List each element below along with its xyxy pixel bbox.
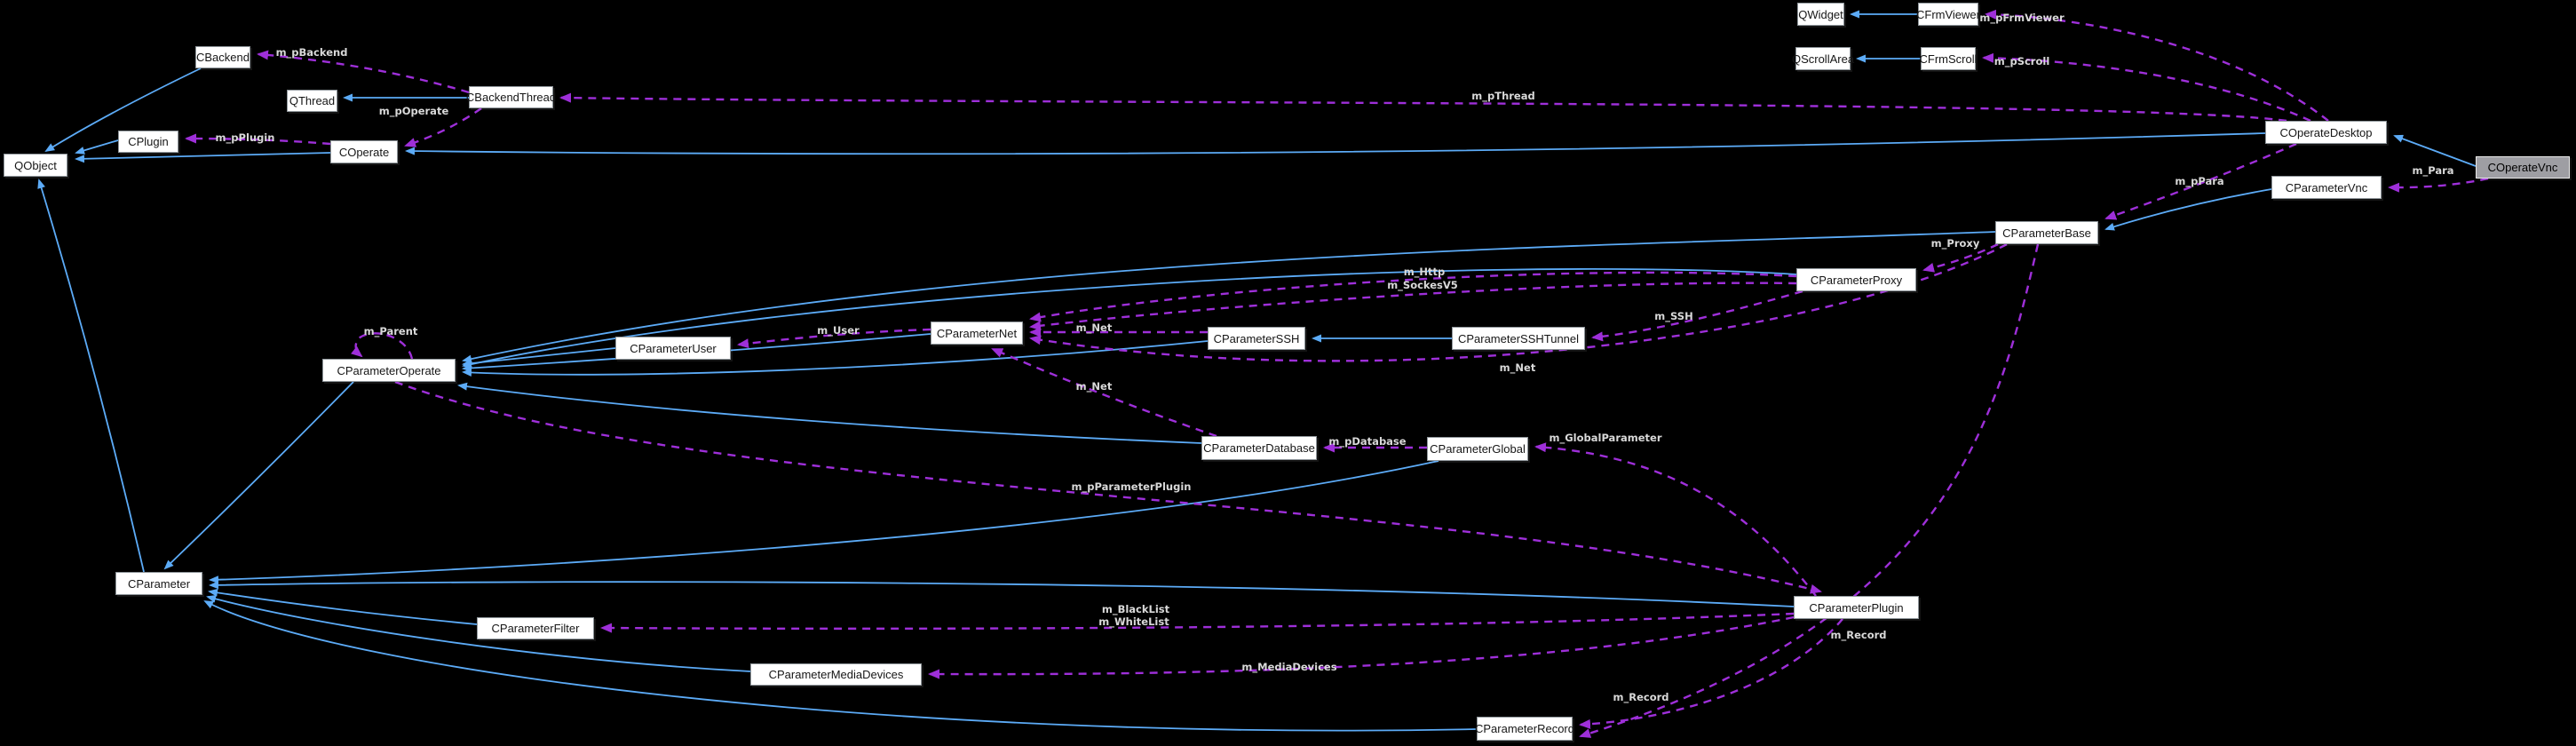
class-node-CParameterSSH[interactable]: CParameterSSH	[1208, 327, 1305, 350]
edge-COperateDesktop-to-CFrmScroll-m_pScroll	[1982, 52, 2311, 123]
edge-CBackend-to-QObject	[44, 67, 202, 153]
edge-CParameterDatabase-to-CParameterNet-m_Net	[991, 347, 1217, 438]
edge-label-m_BlackList: m_BlackList	[1101, 603, 1170, 615]
edge-CParameterGlobal-to-CParameter	[209, 460, 1439, 584]
class-node-COperate[interactable]: COperate	[330, 140, 398, 163]
edge-CParameterRecord-to-CParameter	[203, 600, 1478, 732]
class-node-QObject[interactable]: QObject	[4, 154, 67, 177]
edge-CBackendThread-to-CBackend-m_pBackend	[257, 50, 470, 94]
edge-label-m_pThread: m_pThread	[1471, 90, 1535, 102]
class-node-CBackend[interactable]: CBackend	[195, 46, 250, 68]
edge-label-m_pScroll: m_pScroll	[1993, 55, 2050, 67]
edge-COperateDesktop-to-CBackendThread-m_pThread	[559, 92, 2287, 123]
edge-CParameterPlugin-to-CParameterFilter-m_BlackList / m_WhiteList	[600, 612, 1795, 633]
edge-label-m_User: m_User	[817, 324, 860, 337]
edge-label-m_pPlugin: m_pPlugin	[215, 131, 275, 144]
class-node-CParameterOperate[interactable]: CParameterOperate	[322, 359, 456, 382]
edge-COperate-to-CPlugin-m_pPlugin	[185, 133, 331, 146]
edge-CParameterVnc-to-CParameterBase	[2104, 188, 2272, 231]
edge-label-m_SockesV5: m_SockesV5	[1387, 279, 1458, 291]
class-node-QScrollArea[interactable]: QScrollArea	[1792, 47, 1854, 70]
class-node-CParameterProxy[interactable]: CParameterProxy	[1796, 268, 1916, 291]
edge-COperateVnc-to-CParameterVnc-m_Para	[2388, 177, 2489, 193]
edge-COperate-to-QObject	[75, 152, 331, 163]
edge-label-m_Net: m_Net	[1499, 361, 1536, 374]
edge-CParameterPlugin-to-CParameterMediaDevices-m_MediaDevices	[928, 615, 1795, 679]
edge-CParameterOperate-to-CParameterOperate-m_Parent	[351, 332, 414, 360]
edge-label-m_pParameterPlugin: m_pParameterPlugin	[1071, 480, 1192, 493]
class-node-CParameter[interactable]: CParameter	[115, 572, 202, 595]
edge-CParameterProxy-to-CParameterNet-m_Http	[1029, 271, 1797, 322]
edge-CBackendThread-to-COperate-m_pOperate	[404, 107, 482, 147]
edge-CParameterNet-to-CParameterUser-m_User	[737, 328, 931, 349]
edge-CParameterSSH-to-CParameterOperate	[462, 340, 1209, 377]
class-node-QWidget[interactable]: QWidget	[1797, 3, 1844, 26]
class-node-CParameterBase[interactable]: CParameterBase	[1995, 221, 2098, 244]
class-node-CFrmViewer[interactable]: CFrmViewer	[1916, 3, 1980, 26]
edge-label-m_Net: m_Net	[1075, 321, 1113, 334]
class-node-CParameterVnc[interactable]: CParameterVnc	[2271, 176, 2382, 199]
edge-label-m_Net: m_Net	[1075, 380, 1113, 393]
edge-CParameterPlugin-to-CParameter	[209, 581, 1795, 607]
edge-CParameterOperate-to-CParameterPlugin-m_pParameterPlugin	[394, 380, 1822, 594]
class-node-COperateVnc: COperateVnc	[2476, 156, 2570, 179]
class-node-CParameterFilter[interactable]: CParameterFilter	[477, 617, 594, 639]
edge-label-m_Para: m_Para	[2412, 164, 2454, 177]
edge-COperateDesktop-to-CFrmViewer-m_pFrmViewer	[1985, 9, 2329, 122]
class-node-QThread[interactable]: QThread	[287, 90, 337, 112]
edge-label-m_WhiteList: m_WhiteList	[1098, 615, 1169, 628]
class-node-CFrmScroll[interactable]: CFrmScroll	[1920, 47, 1978, 70]
edge-CPlugin-to-QObject	[75, 139, 119, 155]
edge-label-m_GlobalParameter: m_GlobalParameter	[1549, 432, 1662, 444]
edge-CParameterPlugin-to-CParameterRecord-m_Record	[1579, 618, 1843, 729]
edge-CParameterProxy-to-CParameterSSHTunnel-m_SSH	[1591, 290, 1803, 342]
edge-CParameterPlugin-to-CParameterGlobal-m_GlobalParameter	[1534, 442, 1817, 597]
edge-CParameter-to-QObject	[37, 179, 145, 573]
edge-CParameterBase-to-CParameterProxy-m_Proxy	[1922, 242, 1999, 273]
edge-label-m_Parent: m_Parent	[363, 325, 418, 337]
edge-label-m_Http: m_Http	[1403, 266, 1446, 278]
class-node-CParameterNet[interactable]: CParameterNet	[931, 321, 1023, 345]
edge-label-m_Proxy: m_Proxy	[1930, 237, 1980, 250]
edge-label-m_pBackend: m_pBackend	[275, 46, 348, 59]
edge-CParameterFilter-to-CParameter	[208, 588, 478, 625]
class-node-CParameterDatabase[interactable]: CParameterDatabase	[1201, 436, 1317, 460]
edge-label-m_pOperate: m_pOperate	[378, 105, 449, 117]
edge-CParameterProxy-to-CParameterOperate	[462, 268, 1797, 369]
edge-COperateVnc-to-COperateDesktop	[2393, 134, 2477, 167]
class-node-CParameterPlugin[interactable]: CParameterPlugin	[1794, 596, 1919, 619]
edge-label-m_pPara: m_pPara	[2175, 175, 2224, 187]
edge-CParameterOperate-to-CParameter	[163, 381, 354, 570]
edge-label-m_MediaDevices: m_MediaDevices	[1241, 661, 1337, 673]
class-node-CParameterUser[interactable]: CParameterUser	[615, 337, 731, 360]
edge-COperateDesktop-to-CParameterBase-m_pPara	[2104, 142, 2297, 220]
edge-label-m_pDatabase: m_pDatabase	[1328, 435, 1407, 448]
edge-CParameterBase-to-CParameterOperate	[462, 231, 1996, 363]
edge-label-m_Record: m_Record	[1613, 691, 1669, 703]
edge-CParameterMediaDevices-to-CParameter	[206, 594, 751, 672]
edge-CParameterBase-to-CParameterRecord-m_Record	[1579, 243, 2040, 738]
class-node-CPlugin[interactable]: CPlugin	[118, 131, 178, 153]
edge-CParameterUser-to-CParameterOperate	[462, 347, 616, 368]
edge-CParameterDatabase-to-CParameterOperate	[457, 382, 1202, 444]
class-node-CParameterGlobal[interactable]: CParameterGlobal	[1427, 437, 1528, 461]
edge-label-m_SSH: m_SSH	[1654, 310, 1693, 322]
class-node-CParameterRecord[interactable]: CParameterRecord	[1475, 717, 1574, 741]
class-node-CParameterMediaDevices[interactable]: CParameterMediaDevices	[750, 663, 922, 686]
edge-COperateDesktop-to-COperate	[405, 132, 2266, 155]
class-node-COperateDesktop[interactable]: COperateDesktop	[2265, 121, 2387, 144]
edge-label-m_pFrmViewer: m_pFrmViewer	[1979, 12, 2065, 24]
edge-label-m_Record: m_Record	[1830, 629, 1887, 641]
class-node-CBackendThread[interactable]: CBackendThread	[466, 86, 556, 108]
class-node-CParameterSSHTunnel[interactable]: CParameterSSHTunnel	[1452, 327, 1585, 350]
